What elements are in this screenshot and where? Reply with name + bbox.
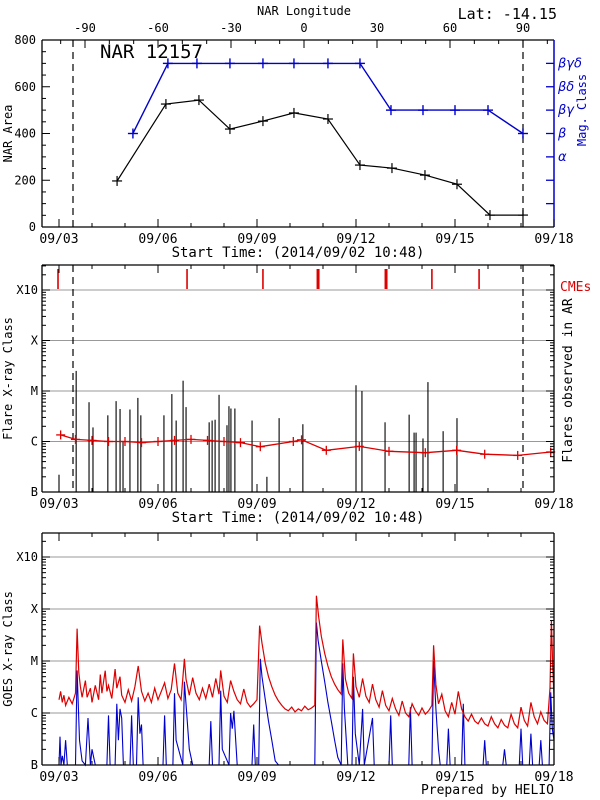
axes [41, 39, 555, 228]
date-tick-label: 09/18 [534, 232, 573, 247]
gridlines [42, 556, 554, 714]
prepared-by-label: Prepared by HELIO [421, 783, 554, 798]
flare-class-tick-label: B [31, 485, 38, 499]
date-tick-label: 09/15 [435, 497, 474, 512]
goes-class-tick-label: X10 [16, 550, 38, 564]
panel-nar-area: -90 -60 -30 0 30 60 90 NAR Longitude 0 200 400 600 8… [1, 4, 589, 261]
date-axis: 09/03 09/06 09/09 09/12 09/15 09/18 Start Time… [39, 219, 574, 261]
area-tick-label: 200 [14, 173, 36, 187]
date-tick-label: 09/15 [435, 770, 474, 785]
date-tick-label: 09/18 [534, 770, 573, 785]
top-axis-title: NAR Longitude [257, 4, 351, 18]
date-axis: 09/03 09/06 09/09 09/12 09/15 09/18 [39, 770, 573, 785]
longitude-tick-label: 90 [516, 21, 530, 35]
mag-class-tick-label: βγ [557, 103, 575, 118]
y-axis-title: Flare X-ray Class [1, 317, 15, 440]
flare-class-tick-label: X10 [16, 283, 38, 297]
area-tick-label: 0 [29, 220, 36, 234]
axes [41, 532, 555, 766]
date-tick-label: 09/06 [138, 232, 177, 247]
panel-flares: CMEs B C M X X10 Flare X-ray Class Flares obser… [1, 264, 591, 526]
axes [41, 264, 555, 493]
flare-class-tick-label: X [31, 334, 39, 348]
flare-class-labels: B C M X X10 Flare X-ray Class [1, 283, 39, 499]
date-tick-label: 09/03 [39, 232, 78, 247]
longitude-tick-label: 0 [300, 21, 307, 35]
y-axis-title: NAR Area [1, 105, 15, 163]
flare-class-tick-label: C [31, 435, 38, 449]
mag-class-tick-label: α [558, 150, 567, 165]
goes-class-tick-label: X [31, 602, 39, 616]
limb-crossing-lines [72, 265, 524, 492]
goes-class-tick-label: B [31, 758, 38, 772]
y-axis-title: GOES X-ray Class [1, 591, 15, 707]
mag-class-series [127, 58, 528, 139]
date-tick-label: 09/18 [534, 497, 573, 512]
goes-class-labels: B C M X X10 GOES X-ray Class [1, 550, 39, 772]
mag-class-tick-label: βγδ [557, 56, 582, 71]
flare-class-tick-label: M [31, 384, 38, 398]
mag-class-tick-label: β [557, 127, 566, 142]
nar-area-axis: 0 200 400 600 800 NAR Area [1, 33, 50, 234]
longitude-tick-label: 30 [370, 21, 384, 35]
panel-title: NAR 12157 [100, 41, 203, 63]
limb-crossing-lines [72, 40, 524, 227]
nar-area-series [112, 95, 528, 221]
date-tick-label: 09/09 [237, 232, 276, 247]
cmes-label: CMEs [560, 280, 591, 295]
flare-spikes [58, 370, 458, 492]
date-tick-label: 09/06 [138, 497, 177, 512]
date-tick-label: 09/03 [39, 497, 78, 512]
date-tick-label: 09/09 [237, 497, 276, 512]
date-tick-label: 09/03 [39, 770, 78, 785]
mean-flux-curve [56, 430, 556, 460]
date-tick-label: 09/06 [138, 770, 177, 785]
longitude-tick-label: -60 [147, 21, 169, 35]
area-tick-label: 400 [14, 127, 36, 141]
nar-longitude-axis: -90 -60 -30 0 30 60 90 NAR Longitude [60, 4, 548, 48]
goes-class-tick-label: M [31, 654, 38, 668]
date-tick-label: 09/12 [336, 497, 375, 512]
date-axis: 09/03 09/06 09/09 09/12 09/15 09/18 Start Time… [39, 497, 573, 526]
date-tick-label: 09/12 [336, 770, 375, 785]
date-tick-label: 09/15 [435, 232, 474, 247]
longitude-tick-label: -30 [220, 21, 242, 35]
x-axis-title: Start Time: (2014/09/02 10:48) [172, 245, 425, 261]
goes-long-series [58, 595, 555, 730]
longitude-tick-label: -90 [74, 21, 96, 35]
longitude-tick-label: 60 [443, 21, 457, 35]
goes-short-series [58, 622, 555, 767]
area-tick-label: 600 [14, 80, 36, 94]
area-tick-label: 800 [14, 33, 36, 47]
flares-observed-label: Flares observed in AR [561, 298, 576, 463]
date-tick-label: 09/09 [237, 770, 276, 785]
latitude-label: Lat: -14.15 [458, 5, 557, 23]
gridlines [42, 289, 554, 442]
mag-class-tick-label: βδ [557, 80, 574, 95]
right-axis-title: Mag. Class [575, 74, 589, 146]
date-tick-label: 09/12 [336, 232, 375, 247]
x-axis-title: Start Time: (2014/09/02 10:48) [172, 510, 425, 526]
goes-class-tick-label: C [31, 706, 38, 720]
cme-ticks [57, 269, 480, 289]
mag-class-axis: βγδ βδ βγ βα Mag. Class [546, 56, 589, 205]
